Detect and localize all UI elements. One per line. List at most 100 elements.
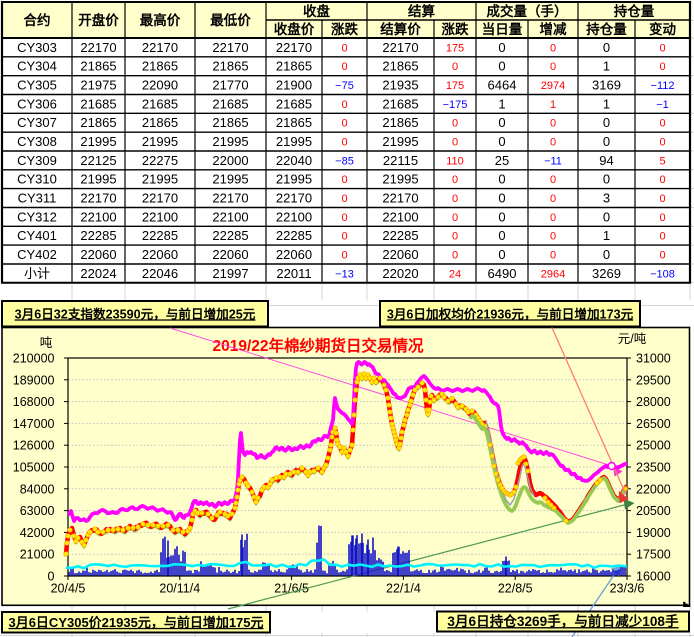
svg-text:收盘价: 收盘价 bbox=[274, 21, 315, 37]
svg-text:0: 0 bbox=[603, 172, 610, 187]
svg-text:0: 0 bbox=[498, 134, 505, 149]
svg-text:25000: 25000 bbox=[636, 439, 671, 453]
svg-text:0: 0 bbox=[452, 174, 458, 186]
svg-text:21865: 21865 bbox=[212, 115, 248, 130]
svg-text:20/11/4: 20/11/4 bbox=[159, 582, 200, 596]
svg-text:21685: 21685 bbox=[212, 96, 248, 111]
svg-text:结算: 结算 bbox=[408, 3, 435, 19]
svg-text:6490: 6490 bbox=[488, 266, 517, 281]
svg-text:0: 0 bbox=[659, 250, 665, 262]
svg-text:22170: 22170 bbox=[80, 40, 116, 55]
svg-text:126000: 126000 bbox=[13, 439, 55, 453]
svg-text:0: 0 bbox=[550, 61, 556, 73]
svg-text:21685: 21685 bbox=[382, 96, 418, 111]
svg-text:22275: 22275 bbox=[142, 153, 178, 168]
svg-text:1: 1 bbox=[603, 96, 610, 111]
svg-text:110: 110 bbox=[446, 155, 464, 167]
svg-text:21685: 21685 bbox=[142, 96, 178, 111]
svg-text:开盘价: 开盘价 bbox=[78, 12, 119, 28]
svg-text:22090: 22090 bbox=[142, 78, 178, 93]
svg-text:21865: 21865 bbox=[142, 59, 178, 74]
svg-text:21995: 21995 bbox=[382, 172, 418, 187]
svg-text:0: 0 bbox=[550, 193, 556, 205]
svg-text:22170: 22170 bbox=[276, 191, 312, 206]
svg-text:25: 25 bbox=[495, 153, 509, 168]
svg-text:22000: 22000 bbox=[212, 153, 248, 168]
svg-text:22060: 22060 bbox=[142, 247, 178, 262]
svg-text:CY305: CY305 bbox=[17, 78, 57, 93]
svg-text:0: 0 bbox=[341, 250, 347, 262]
svg-text:1: 1 bbox=[498, 96, 505, 111]
svg-text:21995: 21995 bbox=[212, 172, 248, 187]
svg-text:20500: 20500 bbox=[636, 504, 671, 518]
svg-text:CY308: CY308 bbox=[17, 134, 57, 149]
svg-text:21865: 21865 bbox=[276, 59, 312, 74]
svg-text:22040: 22040 bbox=[276, 153, 312, 168]
svg-text:3月6日CY305价21935元，与前日增加175元: 3月6日CY305价21935元，与前日增加175元 bbox=[8, 615, 263, 630]
svg-text:21995: 21995 bbox=[382, 134, 418, 149]
svg-text:CY310: CY310 bbox=[17, 172, 57, 187]
svg-text:63000: 63000 bbox=[20, 504, 55, 518]
svg-text:21995: 21995 bbox=[276, 134, 312, 149]
svg-text:22170: 22170 bbox=[142, 40, 178, 55]
svg-text:0: 0 bbox=[603, 209, 610, 224]
svg-text:22170: 22170 bbox=[142, 191, 178, 206]
svg-text:175: 175 bbox=[446, 80, 464, 92]
svg-text:3月6日32支指数23590元，与前日增加25元: 3月6日32支指数23590元，与前日增加25元 bbox=[15, 306, 256, 321]
svg-text:0: 0 bbox=[452, 61, 458, 73]
svg-text:0: 0 bbox=[498, 59, 505, 74]
svg-text:增减: 增减 bbox=[540, 21, 568, 37]
svg-text:22060: 22060 bbox=[276, 247, 312, 262]
svg-text:22170: 22170 bbox=[212, 191, 248, 206]
svg-text:0: 0 bbox=[498, 191, 505, 206]
svg-text:1: 1 bbox=[603, 228, 610, 243]
svg-text:成交量（手）: 成交量（手） bbox=[487, 3, 568, 19]
svg-text:22170: 22170 bbox=[80, 191, 116, 206]
svg-text:22170: 22170 bbox=[382, 191, 418, 206]
svg-text:22100: 22100 bbox=[80, 209, 116, 224]
svg-text:涨跌: 涨跌 bbox=[331, 22, 358, 37]
svg-text:94: 94 bbox=[599, 153, 613, 168]
svg-text:0: 0 bbox=[341, 193, 347, 205]
svg-text:21865: 21865 bbox=[80, 115, 116, 130]
svg-text:6464: 6464 bbox=[488, 78, 517, 93]
svg-text:−1: −1 bbox=[656, 99, 669, 111]
svg-text:22125: 22125 bbox=[80, 153, 116, 168]
svg-text:17500: 17500 bbox=[636, 548, 671, 562]
svg-text:小计: 小计 bbox=[24, 266, 50, 281]
svg-text:210000: 210000 bbox=[13, 352, 55, 366]
svg-text:22/1/4: 22/1/4 bbox=[386, 582, 421, 596]
svg-text:22000: 22000 bbox=[636, 482, 671, 496]
svg-text:3269: 3269 bbox=[592, 266, 621, 281]
svg-text:0: 0 bbox=[550, 137, 556, 149]
svg-text:2964: 2964 bbox=[541, 268, 565, 280]
svg-text:0: 0 bbox=[452, 250, 458, 262]
svg-text:0: 0 bbox=[659, 193, 665, 205]
svg-text:0: 0 bbox=[659, 61, 665, 73]
svg-text:21995: 21995 bbox=[142, 134, 178, 149]
svg-text:0: 0 bbox=[603, 115, 610, 130]
svg-text:22285: 22285 bbox=[382, 228, 418, 243]
svg-text:0: 0 bbox=[659, 231, 665, 243]
svg-text:19000: 19000 bbox=[636, 526, 671, 540]
svg-text:21995: 21995 bbox=[80, 172, 116, 187]
svg-text:23/3/6: 23/3/6 bbox=[610, 582, 645, 596]
svg-text:21865: 21865 bbox=[142, 115, 178, 130]
svg-text:0: 0 bbox=[550, 118, 556, 130]
svg-text:24: 24 bbox=[449, 268, 461, 280]
svg-text:CY303: CY303 bbox=[17, 40, 57, 55]
svg-text:21/6/5: 21/6/5 bbox=[274, 582, 309, 596]
svg-text:21865: 21865 bbox=[80, 59, 116, 74]
svg-text:CY312: CY312 bbox=[17, 209, 57, 224]
svg-text:0: 0 bbox=[659, 174, 665, 186]
svg-text:22285: 22285 bbox=[142, 228, 178, 243]
svg-text:0: 0 bbox=[498, 247, 505, 262]
svg-text:0: 0 bbox=[659, 137, 665, 149]
svg-text:0: 0 bbox=[603, 247, 610, 262]
svg-text:0: 0 bbox=[341, 99, 347, 111]
svg-text:0: 0 bbox=[659, 212, 665, 224]
svg-text:2019/22年棉纱期货日交易情况: 2019/22年棉纱期货日交易情况 bbox=[212, 336, 424, 355]
svg-text:22060: 22060 bbox=[80, 247, 116, 262]
svg-text:22060: 22060 bbox=[382, 247, 418, 262]
svg-text:22100: 22100 bbox=[212, 209, 248, 224]
